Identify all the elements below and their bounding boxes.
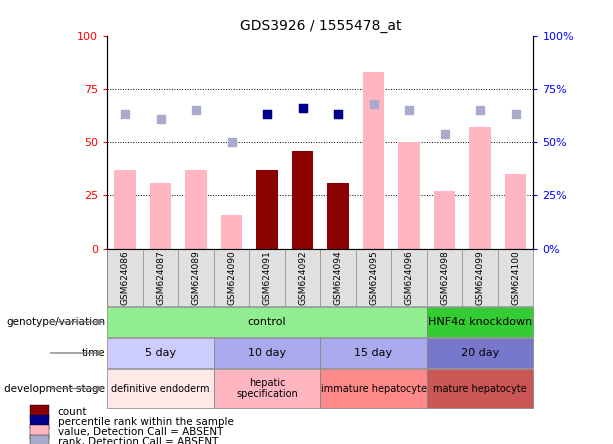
Point [404,107,414,114]
Text: percentile rank within the sample: percentile rank within the sample [58,417,234,427]
Text: 15 day: 15 day [354,348,392,358]
Text: HNF4α knockdown: HNF4α knockdown [428,317,532,327]
Bar [398,142,420,249]
Bar [31,435,48,444]
Text: mature hepatocyte: mature hepatocyte [433,384,527,393]
Bar [363,72,384,249]
Bar [221,214,242,249]
Text: genotype/variation: genotype/variation [6,317,105,327]
Bar [427,338,533,368]
Text: GSM624095: GSM624095 [369,250,378,305]
Bar [427,369,533,408]
Bar [31,415,48,429]
Bar [214,338,321,368]
Bar [321,338,427,368]
Point [298,104,308,111]
Text: GSM624087: GSM624087 [156,250,165,305]
Bar [107,369,214,408]
Bar [427,307,533,337]
Bar [107,338,214,368]
Point [368,100,378,107]
Bar [150,182,171,249]
Point [262,111,272,118]
Text: GSM624091: GSM624091 [262,250,272,305]
Bar [321,369,427,408]
Bar [505,174,526,249]
Text: GSM624090: GSM624090 [227,250,236,305]
Text: GSM624092: GSM624092 [298,250,307,305]
Bar [115,170,135,249]
Bar [31,405,48,419]
Text: GSM624099: GSM624099 [476,250,484,305]
Bar [327,182,349,249]
Text: GSM624096: GSM624096 [405,250,414,305]
Text: rank, Detection Call = ABSENT: rank, Detection Call = ABSENT [58,437,218,444]
Text: definitive endoderm: definitive endoderm [112,384,210,393]
Bar [185,170,207,249]
Point [475,107,485,114]
Text: time: time [82,348,105,358]
Bar [292,151,313,249]
Text: development stage: development stage [4,384,105,393]
Text: GSM624094: GSM624094 [333,250,343,305]
Bar [31,425,48,439]
Point [333,111,343,118]
Point [333,111,343,118]
Point [440,130,449,137]
Point [120,111,130,118]
Point [156,115,166,122]
Text: GSM624086: GSM624086 [121,250,129,305]
Bar [470,127,491,249]
Title: GDS3926 / 1555478_at: GDS3926 / 1555478_at [240,19,401,33]
Bar [434,191,455,249]
Text: control: control [248,317,286,327]
Text: 5 day: 5 day [145,348,176,358]
Text: GSM624089: GSM624089 [191,250,200,305]
Text: value, Detection Call = ABSENT: value, Detection Call = ABSENT [58,427,223,437]
Point [262,111,272,118]
Text: hepatic
specification: hepatic specification [236,378,298,399]
Text: count: count [58,407,87,417]
Point [227,139,237,146]
Bar [214,369,321,408]
Point [511,111,520,118]
Point [191,107,201,114]
Text: immature hepatocyte: immature hepatocyte [321,384,427,393]
Text: GSM624098: GSM624098 [440,250,449,305]
Text: GSM624100: GSM624100 [511,250,520,305]
Bar [107,307,427,337]
Text: 20 day: 20 day [461,348,499,358]
Point [298,104,308,111]
Bar [256,170,278,249]
Text: 10 day: 10 day [248,348,286,358]
